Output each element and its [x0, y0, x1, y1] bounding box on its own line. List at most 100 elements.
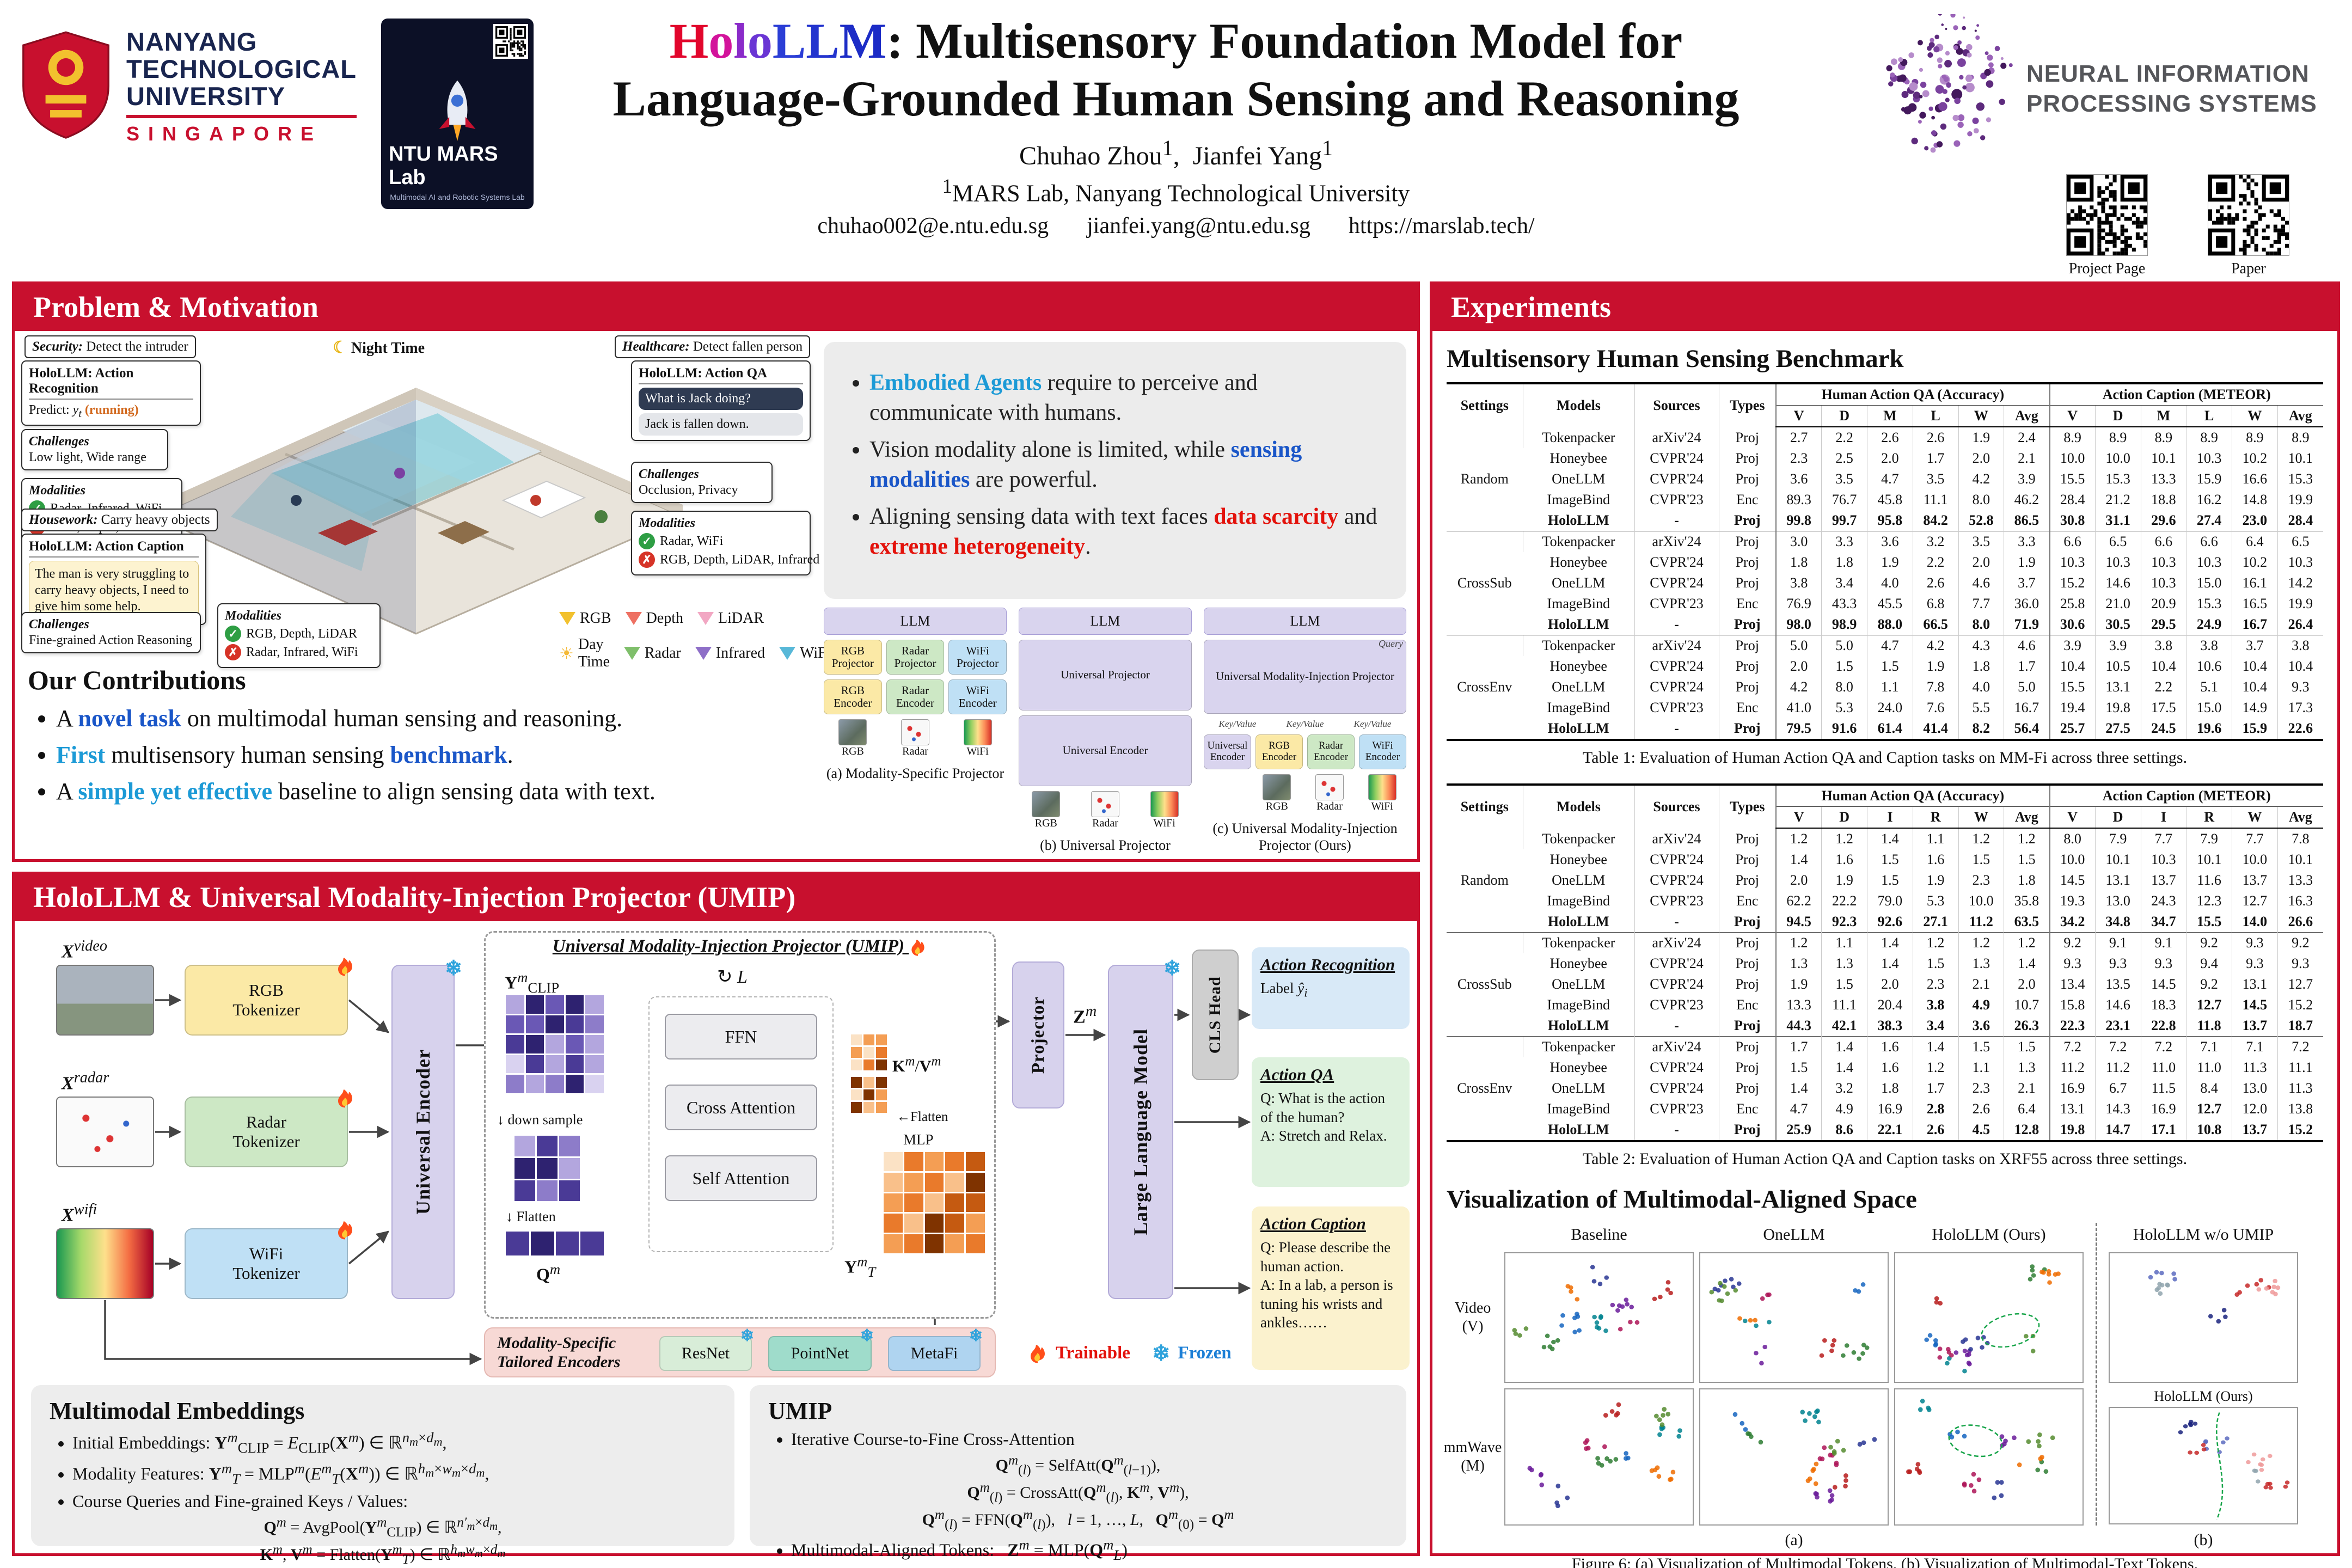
scatter-point	[1565, 1495, 1570, 1500]
paper-qr-code[interactable]	[2205, 174, 2292, 256]
qr-module	[2132, 220, 2136, 225]
heatmap-cell	[559, 1136, 580, 1156]
text-segment: A	[56, 705, 78, 732]
sup-element: m	[1019, 1536, 1029, 1553]
mars-qr-code[interactable]	[493, 24, 528, 59]
qr-module	[2128, 236, 2132, 240]
logo-dot	[1935, 85, 1944, 94]
b-element: Y	[215, 1432, 228, 1453]
span-element: down sample	[507, 1112, 583, 1128]
qr-module	[2112, 194, 2117, 198]
project-page-qr-code[interactable]	[2063, 174, 2151, 256]
i-element: m	[377, 1515, 387, 1530]
scatter-point	[2194, 1450, 2200, 1455]
table-cell: Honeybee	[1549, 658, 1607, 674]
sub-column-header: R	[2186, 806, 2232, 829]
metric-cell: 6.5	[2277, 531, 2323, 552]
div-element: Action Recognition	[1260, 955, 1395, 974]
qr-module	[2116, 251, 2121, 255]
metric-cell: 5.0	[2004, 677, 2050, 697]
qr-module	[510, 36, 512, 39]
scatter-point	[1572, 1315, 1577, 1320]
qr-module	[2208, 213, 2213, 217]
metric-cell: 23.1	[2094, 1015, 2141, 1037]
i-element: dm	[426, 1429, 443, 1449]
scatter-point	[1742, 1318, 1748, 1324]
scatter-point	[1820, 1456, 1825, 1462]
large-language-model-box: Large Language Model ❄	[1108, 957, 1181, 1299]
scatter-point	[1624, 1451, 1628, 1456]
logo-dot	[1984, 51, 1989, 56]
table-row: ImageBind CVPR'23 Enc 76.9 43.3 45.5 6.8 7.7 36.…	[1447, 593, 2323, 614]
metric-cell: 3.5	[1821, 469, 1867, 489]
b-element: Q	[922, 1511, 935, 1529]
qr-module	[520, 44, 523, 46]
qr-module	[2097, 243, 2102, 248]
metric-cell: 1.7	[2004, 656, 2050, 677]
scatter-point	[1709, 1290, 1714, 1295]
table-cell: OneLLM	[1552, 1080, 1606, 1096]
qr-module	[2277, 232, 2281, 236]
neurips-block: NEURAL INFORMATION PROCESSING SYSTEMS Pr…	[1867, 11, 2336, 277]
sub-element: (l)	[944, 1517, 958, 1532]
scatter-point	[2030, 1268, 2035, 1273]
email-2[interactable]: jianfei.yang@ntu.edu.sg	[1087, 213, 1310, 238]
metric-cell: 11.8	[2186, 1015, 2232, 1037]
heatmap-cell	[966, 1214, 985, 1233]
qr-module	[2231, 220, 2235, 225]
logo-dot	[1942, 89, 1947, 94]
mars-lab-logo: NTU MARS Lab Multimodal AI and Robotic S…	[381, 19, 534, 209]
scatter-point	[1955, 1429, 1960, 1435]
logo-dot	[1909, 82, 1918, 91]
qr-module	[2250, 194, 2255, 198]
qr-module	[2135, 236, 2140, 240]
metric-cell: 1.3	[2004, 1057, 2050, 1078]
qr-module	[2243, 179, 2247, 183]
scatter-point	[1584, 1446, 1589, 1451]
sup-element: m	[1086, 1003, 1097, 1020]
metric-cell: 34.8	[2094, 911, 2141, 933]
scatter-point	[1934, 1300, 1939, 1305]
qr-module	[517, 42, 519, 44]
table-cell: arXiv'24	[1634, 1036, 1719, 1057]
scatter-point	[1937, 1346, 1943, 1351]
qr-module	[2097, 217, 2102, 221]
legend-item: WiFi	[779, 645, 830, 662]
section-problem-content: ☾ Night Time Security: Detect the intrud…	[15, 331, 1417, 859]
table-cell: Enc	[1718, 1099, 1776, 1119]
span-element: Radar	[902, 745, 928, 757]
section-problem-motivation: Problem & Motivation	[12, 281, 1420, 862]
scatter-point	[1816, 1419, 1821, 1425]
qr-module	[504, 40, 506, 42]
scatter-point	[1760, 1296, 1765, 1301]
metric-cell: 29.5	[2140, 614, 2186, 635]
b-element: V	[1157, 1484, 1170, 1502]
lab-url[interactable]: https://marslab.tech/	[1348, 213, 1535, 238]
fig6-col-onellm: OneLLM	[1763, 1226, 1825, 1244]
metric-cell: 1.6	[1867, 1036, 1913, 1057]
i-element: l	[994, 1490, 999, 1505]
qr-module	[2109, 224, 2113, 229]
logo-dot	[1937, 57, 1943, 63]
sub-column-header: M	[2140, 405, 2186, 427]
qr-module	[2109, 213, 2113, 217]
y-clip-label: YmCLIP	[505, 969, 559, 996]
scatter-point	[1517, 1333, 1522, 1338]
metric-cell: 34.7	[2140, 911, 2186, 933]
i-element: T	[867, 1264, 876, 1281]
radar-input-thumb	[1091, 791, 1119, 817]
table-cell: Proj	[1718, 1057, 1776, 1078]
sup-element: m	[321, 1460, 332, 1477]
qr-module	[2074, 182, 2086, 194]
text-segment: baseline to align sensing data with text…	[272, 778, 656, 805]
scatter-point	[1657, 1417, 1662, 1423]
b-element: Healthcare:	[622, 339, 690, 354]
visualization-heading: Visualization of Multimodal-Aligned Spac…	[1447, 1185, 1917, 1214]
qr-module	[2269, 243, 2274, 248]
email-1[interactable]: chuhao002@e.ntu.edu.sg	[817, 213, 1049, 238]
metric-cell: 10.5	[2094, 656, 2141, 677]
table-cell: CVPR'24	[1634, 677, 1719, 697]
table-cell: arXiv'24	[1634, 828, 1719, 849]
scatter-mmwave-ours-right	[2109, 1407, 2298, 1524]
metric-cell: 45.8	[1867, 489, 1913, 510]
